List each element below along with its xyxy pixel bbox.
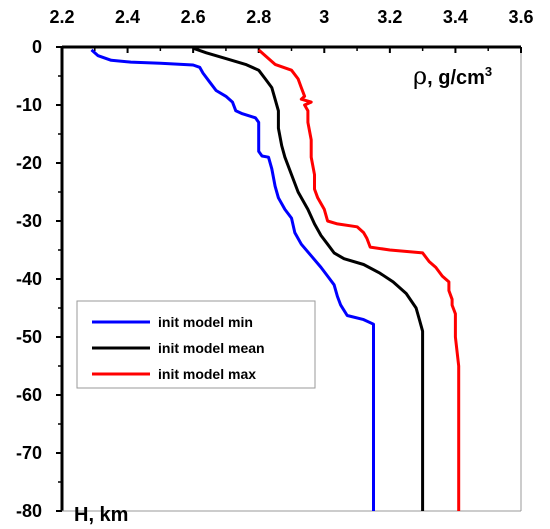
y-tick-label: -20: [16, 153, 42, 173]
x-tick-label: 3.2: [377, 7, 402, 27]
x-axis-title-exponent: 3: [485, 64, 492, 79]
series-line-init-model-max: [257, 48, 461, 511]
y-tick-label: -60: [16, 385, 42, 405]
y-tick-label: -80: [16, 501, 42, 521]
x-tick-label: 3.4: [443, 7, 468, 27]
x-tick-label: 2.4: [115, 7, 140, 27]
series-line-init-model-min: [90, 48, 375, 511]
legend-label-init-model-mean: init model mean: [158, 340, 265, 356]
series-layer: [90, 46, 461, 511]
y-tick-label: -50: [16, 327, 42, 347]
y-tick-label: -30: [16, 211, 42, 231]
x-tick-label: 3: [319, 7, 329, 27]
x-tick-label: 2.8: [246, 7, 271, 27]
y-tick-label: 0: [32, 37, 42, 57]
x-tick-label: 3.6: [508, 7, 533, 27]
x-axis-title-symbol: ρ: [413, 62, 427, 90]
x-axis-title: ρ, g/cm3: [413, 62, 492, 90]
legend-label-init-model-min: init model min: [158, 314, 253, 330]
x-axis-title-unit: , g/cm: [427, 67, 485, 89]
y-axis-title: H, km: [74, 504, 128, 526]
x-tick-label: 2.2: [49, 7, 74, 27]
y-tick-label: -40: [16, 269, 42, 289]
x-tick-label: 2.6: [181, 7, 206, 27]
legend: init model min init model mean init mode…: [76, 300, 316, 389]
legend-label-init-model-max: init model max: [158, 366, 256, 382]
y-tick-label: -10: [16, 95, 42, 115]
y-tick-label: -70: [16, 443, 42, 463]
axes: 2.2 2.4 2.6 2.8 3 3.2 3.4 3.6 0 -10 -20 -30 -40 -50 -6…: [16, 7, 534, 521]
series-line-init-model-mean: [192, 46, 425, 511]
